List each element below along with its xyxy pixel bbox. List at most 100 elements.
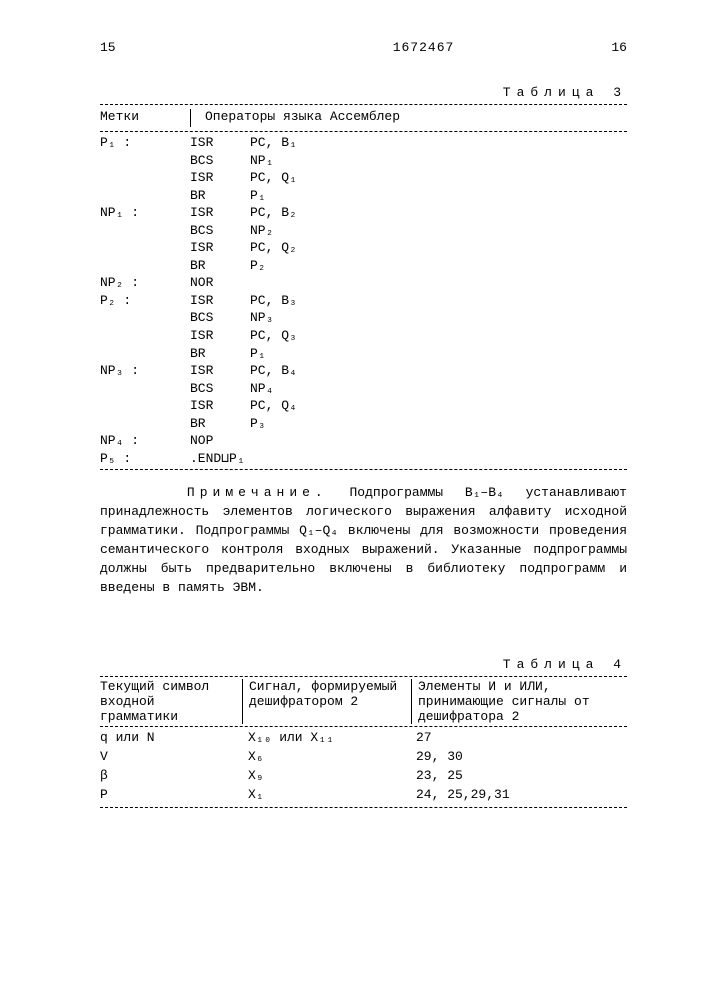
table-row: NP₄ :NOP	[100, 432, 627, 450]
table3-title: Таблица 3	[100, 85, 627, 100]
argument-cell: PC, B₂	[250, 204, 627, 222]
table-row: BCSNP₂	[100, 222, 627, 240]
cell-signal: X₁	[248, 786, 404, 805]
label-cell: NP₃ :	[100, 362, 190, 380]
label-cell: P₂ :	[100, 292, 190, 310]
argument-cell: PC, B₁	[250, 134, 627, 152]
argument-cell	[250, 274, 627, 292]
table4-body: q или NX₁₀ или X₁₁27VX₆29, 30βX₉23, 25PX…	[100, 729, 627, 804]
label-cell	[100, 415, 190, 433]
table3-header: Метки Операторы языка Ассемблер	[100, 107, 627, 129]
table-row: BCSNP₄	[100, 380, 627, 398]
table-row: ISRPC, Q₃	[100, 327, 627, 345]
cell-elements: 27	[416, 729, 627, 748]
label-cell	[100, 397, 190, 415]
table-row: VX₆29, 30	[100, 748, 627, 767]
label-cell: NP₄ :	[100, 432, 190, 450]
argument-cell: PC, B₄	[250, 362, 627, 380]
column-divider	[411, 679, 412, 724]
cell-signal: X₉	[248, 767, 404, 786]
table4-col-header-1: Текущий символ входной грамматики	[100, 679, 236, 724]
table-row: BRP₁	[100, 187, 627, 205]
label-cell	[100, 327, 190, 345]
argument-cell	[250, 432, 627, 450]
divider	[100, 807, 627, 808]
argument-cell: PC, Q₂	[250, 239, 627, 257]
divider	[100, 726, 627, 727]
argument-cell: P₁	[250, 187, 627, 205]
divider	[100, 104, 627, 105]
argument-cell: PC, Q₁	[250, 169, 627, 187]
table-row: BCSNP₃	[100, 309, 627, 327]
operator-cell: ISR	[190, 327, 250, 345]
argument-cell: NP₃	[250, 309, 627, 327]
page-header: 15 1672467 16	[100, 40, 627, 55]
operator-cell: ISR	[190, 362, 250, 380]
argument-cell: NP₁	[250, 152, 627, 170]
cell-elements: 24, 25,29,31	[416, 786, 627, 805]
label-cell	[100, 309, 190, 327]
note-lead: Примечание.	[187, 485, 328, 500]
label-cell	[100, 257, 190, 275]
table-row: BRP₁	[100, 345, 627, 363]
label-cell: P₁ :	[100, 134, 190, 152]
document-number: 1672467	[393, 40, 455, 55]
note-body: Подпрограммы B₁–B₄ устанавливают принадл…	[100, 485, 627, 594]
label-cell	[100, 187, 190, 205]
cell-elements: 23, 25	[416, 767, 627, 786]
label-cell: NP₁ :	[100, 204, 190, 222]
table3-col-header-ops: Операторы языка Ассемблер	[205, 109, 400, 127]
label-cell: P₅ :	[100, 450, 190, 468]
table-row: P X₁ 24, 25,29,31	[100, 786, 627, 805]
operator-cell: ISR	[190, 134, 250, 152]
table4-col-header-3: Элементы И и ИЛИ, принимающие сигналы от…	[418, 679, 627, 724]
operator-cell: ISR	[190, 204, 250, 222]
operator-cell: BR	[190, 187, 250, 205]
operator-cell: ISR	[190, 239, 250, 257]
operator-cell: NOP	[190, 432, 250, 450]
note-paragraph: Примечание. Подпрограммы B₁–B₄ устанавли…	[100, 484, 627, 597]
operator-cell: ISR	[190, 169, 250, 187]
table4-col-header-2: Сигнал, формируемый дешифратором 2	[249, 679, 405, 724]
argument-cell: P₂	[250, 257, 627, 275]
argument-cell: NP₂	[250, 222, 627, 240]
operator-cell: BR	[190, 345, 250, 363]
page-number-right: 16	[611, 40, 627, 55]
argument-cell: PC, Q₃	[250, 327, 627, 345]
label-cell	[100, 152, 190, 170]
divider	[100, 469, 627, 470]
table-row: βX₉23, 25	[100, 767, 627, 786]
cell-symbol: V	[100, 748, 236, 767]
table4-header: Текущий символ входной грамматики Сигнал…	[100, 679, 627, 724]
label-cell	[100, 169, 190, 187]
operator-cell: ISR	[190, 397, 250, 415]
table-row: ISRPC, Q₁	[100, 169, 627, 187]
label-cell: NP₂ :	[100, 274, 190, 292]
divider	[100, 676, 627, 677]
operator-cell: BR	[190, 257, 250, 275]
cell-elements: 29, 30	[416, 748, 627, 767]
operator-cell: BCS	[190, 309, 250, 327]
table-row: NP₃ :ISRPC, B₄	[100, 362, 627, 380]
table-row: BRP₂	[100, 257, 627, 275]
operator-cell: .END⊔P₁	[190, 450, 250, 468]
divider	[100, 131, 627, 132]
operator-cell: NOR	[190, 274, 250, 292]
table-row: P₂ :ISRPC, B₃	[100, 292, 627, 310]
column-divider	[190, 109, 191, 127]
table3-col-header-labels: Метки	[100, 109, 190, 127]
cell-symbol: q или N	[100, 729, 236, 748]
label-cell	[100, 380, 190, 398]
operator-cell: BCS	[190, 380, 250, 398]
argument-cell: PC, Q₄	[250, 397, 627, 415]
cell-symbol: P	[100, 786, 236, 805]
argument-cell: NP₄	[250, 380, 627, 398]
table-row: P₅ :.END⊔P₁	[100, 450, 627, 468]
table-row: P₁ :ISRPC, B₁	[100, 134, 627, 152]
operator-cell: BCS	[190, 222, 250, 240]
table-row: ISRPC, Q₄	[100, 397, 627, 415]
operator-cell: BR	[190, 415, 250, 433]
table4-title: Таблица 4	[100, 657, 627, 672]
label-cell	[100, 239, 190, 257]
table-row: q или NX₁₀ или X₁₁27	[100, 729, 627, 748]
